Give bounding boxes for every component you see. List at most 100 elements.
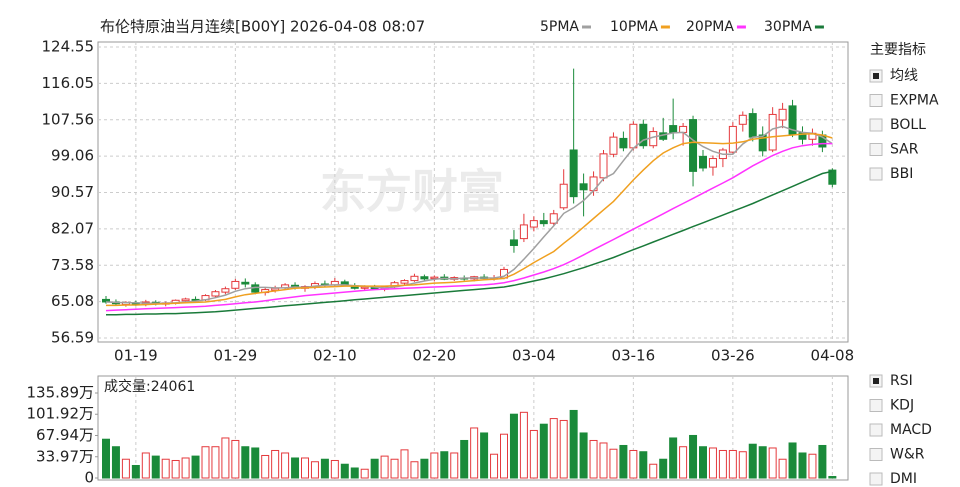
volume-bar [420, 458, 429, 479]
candle-body [221, 288, 230, 293]
indicator-label[interactable]: RSI [890, 373, 913, 389]
volume-bar [340, 463, 349, 479]
legend-label: 5PMA [540, 19, 579, 35]
candle-body [649, 131, 658, 147]
checkbox[interactable] [869, 399, 883, 412]
ma-line [105, 142, 833, 312]
candle-body [211, 291, 220, 297]
checkbox[interactable] [869, 167, 883, 181]
y-tick-label: 116.05 [42, 74, 95, 92]
volume-tick-label: 33.97万 [36, 447, 94, 465]
volume-bar [708, 447, 717, 479]
ma-line [106, 170, 833, 316]
volume-bar [400, 449, 409, 479]
candle-body [669, 125, 678, 134]
indicator-label[interactable]: DMI [890, 471, 917, 487]
volume-bar [480, 432, 489, 479]
volume-bar [599, 442, 608, 479]
volume-bar [301, 457, 309, 479]
volume-bar [141, 452, 150, 479]
candle-body [519, 224, 528, 240]
checkbox[interactable] [869, 423, 883, 437]
indicator-label[interactable]: MACD [890, 422, 932, 438]
volume-bar [579, 432, 588, 479]
indicator-label[interactable]: 均线 [890, 68, 918, 84]
indicator-label[interactable]: BBI [890, 166, 913, 182]
volume-bar [181, 457, 190, 479]
volume-bar [629, 449, 638, 479]
indicator-label[interactable]: EXPMA [890, 93, 939, 109]
candle-body [768, 113, 777, 151]
volume-bar [360, 468, 369, 479]
candle-body [430, 276, 439, 279]
volume-tick-label: 67.94万 [36, 426, 94, 444]
panel-title: 主要指标 [870, 42, 926, 58]
checkbox[interactable] [869, 143, 883, 156]
candle-body [579, 183, 588, 191]
indicator-label[interactable]: BOLL [890, 117, 926, 133]
y-tick-label: 90.57 [51, 183, 94, 201]
volume-bar [320, 458, 329, 479]
volume-bar [121, 458, 130, 479]
y-tick-label: 99.06 [51, 147, 94, 165]
x-tick-label: 04-08 [811, 347, 855, 365]
x-tick-label: 01-29 [214, 347, 258, 365]
volume-bar [470, 427, 479, 479]
checkbox-mark [873, 378, 879, 384]
legend-label: 20PMA [686, 19, 734, 35]
volume-bar [201, 446, 210, 479]
indicator-label[interactable]: SAR [890, 142, 919, 158]
volume-bar [718, 449, 727, 479]
volume-bar [291, 457, 300, 479]
volume-bar [808, 453, 817, 479]
legend-label: 30PMA [764, 19, 812, 35]
volume-bar [529, 429, 538, 479]
candle-body [609, 136, 618, 155]
candle-body [420, 276, 429, 280]
candle-body [569, 149, 578, 198]
volume-label: 成交量:24061 [104, 378, 195, 395]
volume-bar [460, 439, 469, 479]
volume-bar [450, 452, 459, 479]
indicator-label[interactable]: KDJ [890, 398, 914, 414]
x-tick-label: 01-19 [114, 347, 158, 365]
volume-bar [549, 418, 558, 479]
y-tick-label: 82.07 [51, 219, 94, 237]
volume-bar [589, 439, 598, 479]
candle-body [778, 108, 787, 121]
checkbox[interactable] [869, 118, 883, 132]
volume-bar [350, 467, 359, 479]
volume-bar [390, 458, 399, 479]
volume-bar [569, 409, 578, 479]
volume-bar [798, 452, 807, 479]
volume-bar [211, 446, 220, 479]
volume-bar [659, 458, 668, 479]
volume-bar [669, 437, 678, 479]
volume-bar [609, 448, 618, 479]
candle-body [539, 220, 548, 225]
volume-bar [519, 411, 528, 479]
candle-body [708, 158, 717, 168]
volume-bar [102, 438, 110, 479]
indicator-label[interactable]: W&R [890, 447, 925, 463]
volume-bar [748, 443, 757, 479]
checkbox[interactable] [869, 472, 883, 486]
volume-tick-label: 101.92万 [27, 405, 95, 423]
candle-body [629, 123, 638, 149]
candle-body [689, 119, 698, 172]
volume-bar [261, 454, 270, 479]
volume-bar [828, 475, 837, 479]
checkbox[interactable] [869, 94, 883, 107]
volume-tick-label: 135.89万 [27, 384, 95, 402]
y-tick-label: 107.56 [42, 110, 95, 128]
candle-body [241, 281, 250, 285]
volume-bar [788, 442, 797, 479]
candle-body [828, 169, 837, 185]
volume-bar [768, 447, 777, 479]
volume-bar [818, 444, 827, 479]
x-tick-label: 02-20 [413, 347, 457, 365]
ma-line [106, 132, 833, 307]
volume-bar [271, 449, 280, 479]
checkbox[interactable] [869, 448, 883, 461]
